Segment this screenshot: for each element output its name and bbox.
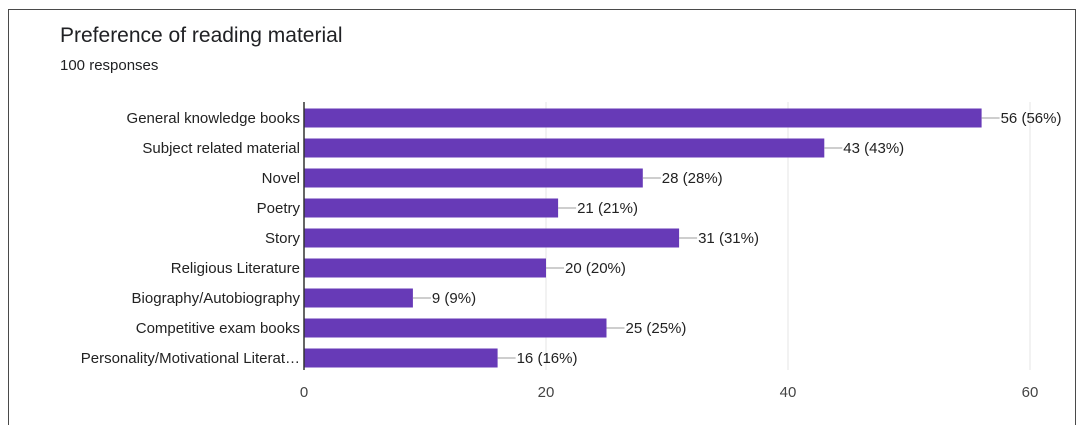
bar (304, 198, 559, 218)
x-tick-label: 60 (1022, 384, 1039, 401)
response-count: 100 responses (60, 57, 159, 74)
data-label: 43 (43%) (843, 140, 904, 157)
data-label: 25 (25%) (626, 320, 687, 337)
data-label: 21 (21%) (577, 200, 638, 217)
bar (304, 168, 643, 188)
x-tick-label: 40 (780, 384, 797, 401)
bar (304, 288, 413, 308)
category-label: Religious Literature (171, 260, 300, 277)
x-tick-label: 0 (300, 384, 308, 401)
category-label: Biography/Autobiography (132, 290, 301, 307)
bar (304, 108, 982, 128)
category-label: Competitive exam books (136, 320, 300, 337)
bar (304, 318, 607, 338)
data-label: 16 (16%) (517, 350, 578, 367)
data-label: 9 (9%) (432, 290, 476, 307)
category-label: Poetry (257, 200, 301, 217)
category-label: Personality/Motivational Literat… (81, 350, 300, 367)
data-label: 20 (20%) (565, 260, 626, 277)
category-label: General knowledge books (127, 110, 300, 127)
data-label: 56 (56%) (1001, 110, 1062, 127)
chart-title: Preference of reading material (60, 24, 343, 47)
category-label: Novel (262, 170, 300, 187)
bar (304, 348, 498, 368)
bar (304, 258, 546, 278)
bar (304, 138, 825, 158)
bar (304, 228, 680, 248)
data-label: 31 (31%) (698, 230, 759, 247)
category-label: Subject related material (142, 140, 300, 157)
x-tick-label: 20 (538, 384, 555, 401)
category-label: Story (265, 230, 301, 247)
data-label: 28 (28%) (662, 170, 723, 187)
